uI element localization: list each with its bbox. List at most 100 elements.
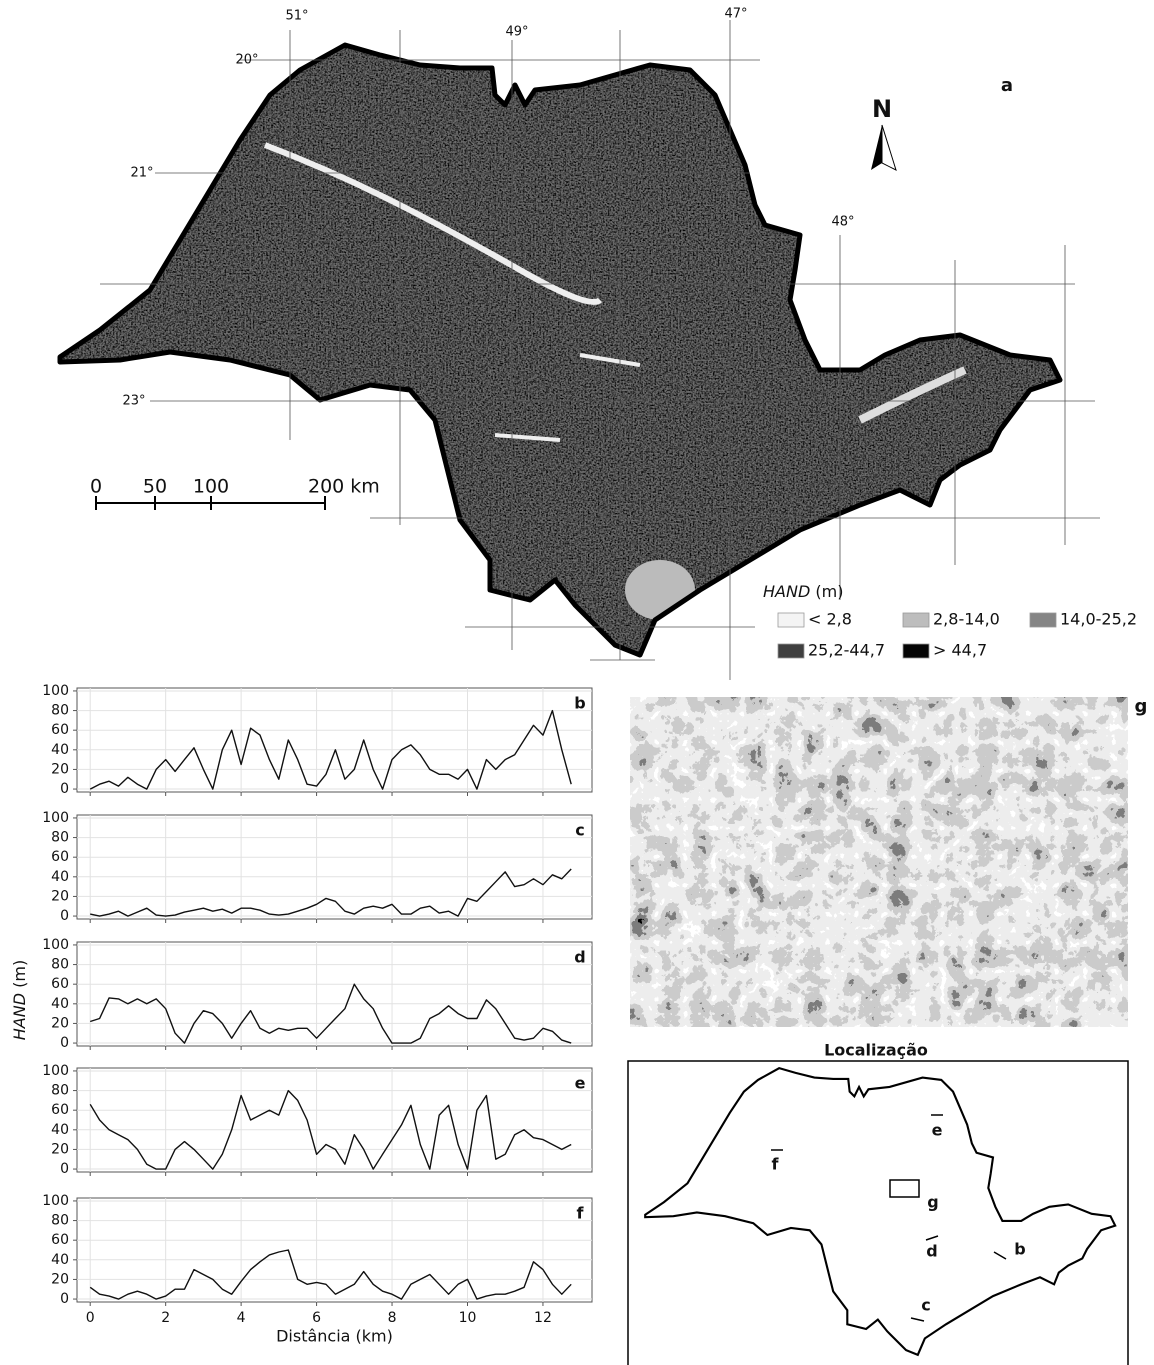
scale-bar <box>95 496 326 510</box>
y-tick-label: 60 <box>51 1102 69 1118</box>
plot-frame <box>76 1067 593 1173</box>
y-tick-label: 40 <box>51 996 69 1012</box>
lat-label: 23° <box>122 394 145 409</box>
lon-label: 47° <box>724 7 747 22</box>
y-tick-label: 0 <box>60 1035 69 1051</box>
y-tick-label: 80 <box>51 1213 69 1229</box>
legend-label: > 44,7 <box>933 641 987 660</box>
panel-letter: c <box>575 821 584 840</box>
legend-label: < 2,8 <box>808 610 852 629</box>
legend-label: 14,0-25,2 <box>1060 610 1137 629</box>
y-tick-label: 80 <box>51 1083 69 1099</box>
y-tick-label: 100 <box>42 1193 69 1209</box>
y-axis-label-var: HAND <box>10 993 29 1040</box>
y-axis-label-unit: (m) <box>10 960 29 988</box>
y-tick-label: 80 <box>51 830 69 846</box>
plot-frame <box>76 1197 593 1303</box>
panel-g-marker <box>889 1179 920 1198</box>
inset-label: f <box>772 1155 780 1174</box>
y-tick-label: 60 <box>51 849 69 865</box>
y-tick-label: 80 <box>51 957 69 973</box>
inset-frame <box>627 1060 1129 1365</box>
legend-swatch <box>1029 612 1057 628</box>
north-label: N <box>872 95 892 123</box>
y-tick-label: 20 <box>51 761 69 777</box>
x-tick-label: 4 <box>237 1310 246 1326</box>
panel-letter: d <box>574 948 585 967</box>
y-tick-label: 60 <box>51 976 69 992</box>
x-tick-label: 2 <box>161 1310 170 1326</box>
y-tick-label: 40 <box>51 742 69 758</box>
panel-letter: a <box>1001 75 1013 96</box>
scale-label: 100 <box>193 476 229 498</box>
panel-letter: e <box>575 1074 586 1093</box>
profile-markers <box>771 1114 1007 1322</box>
inset-label: e <box>932 1121 943 1140</box>
legend-swatch <box>902 643 930 659</box>
y-tick-label: 0 <box>60 1161 69 1177</box>
y-tick-label: 100 <box>42 683 69 699</box>
y-tick-label: 20 <box>51 1271 69 1287</box>
x-tick-label: 10 <box>459 1310 477 1326</box>
x-tick-label: 8 <box>388 1310 397 1326</box>
y-tick-label: 40 <box>51 1252 69 1268</box>
profile-line <box>89 1249 572 1300</box>
y-tick-label: 0 <box>60 908 69 924</box>
profile-line <box>89 1089 572 1170</box>
y-tick-label: 80 <box>51 703 69 719</box>
legend-title-unit: (m) <box>815 582 843 601</box>
legend-swatch <box>777 612 805 628</box>
legend: < 2,8 2,8-14,0 14,0-25,2 25,2-44,7 > 44,7 <box>777 610 1137 660</box>
profile-line <box>90 868 572 917</box>
legend-title-var: HAND <box>763 582 810 601</box>
y-tick-label: 100 <box>42 1063 69 1079</box>
y-tick-label: 40 <box>51 869 69 885</box>
x-tick-label: 0 <box>86 1310 95 1326</box>
y-tick-label: 100 <box>42 937 69 953</box>
legend-swatch <box>777 643 805 659</box>
y-tick-label: 20 <box>51 1141 69 1157</box>
y-tick-label: 20 <box>51 888 69 904</box>
profile-charts: 020406080100b020406080100c020406080100d0… <box>42 683 593 1346</box>
inset-label: b <box>1014 1240 1025 1259</box>
y-axis-label: HAND (m) <box>10 960 29 1040</box>
location-inset: Localização e f g d b c <box>627 1041 1129 1365</box>
plot-frame <box>76 941 593 1047</box>
inset-title: Localização <box>824 1041 928 1060</box>
lon-label: 49° <box>505 25 528 40</box>
plot-frame <box>76 814 593 920</box>
inset-label: c <box>921 1296 930 1315</box>
scale-label: 0 <box>90 476 102 498</box>
y-tick-label: 60 <box>51 722 69 738</box>
map-panel: 51° 49° 47° 48° 20° 21° 23° a N 0 50 100… <box>55 7 1137 680</box>
panel-letter: f <box>577 1204 585 1223</box>
north-arrow <box>871 125 882 170</box>
y-tick-label: 100 <box>42 810 69 826</box>
map-graticule <box>100 20 1100 680</box>
legend-title: HAND (m) <box>763 582 843 601</box>
inset-label: d <box>926 1242 937 1261</box>
profile-line <box>89 709 572 790</box>
legend-label: 25,2-44,7 <box>808 641 885 660</box>
legend-swatch <box>902 612 930 628</box>
x-tick-label: 12 <box>534 1310 552 1326</box>
x-tick-label: 6 <box>312 1310 321 1326</box>
inset-label: g <box>927 1193 938 1212</box>
panel-g: g <box>630 696 1147 1027</box>
lat-label: 20° <box>235 53 258 68</box>
y-tick-label: 60 <box>51 1232 69 1248</box>
north-arrow <box>881 124 897 171</box>
panel-letter: b <box>574 694 585 713</box>
plot-frame <box>76 687 593 793</box>
state-texture <box>60 45 1060 655</box>
y-tick-label: 0 <box>60 781 69 797</box>
x-axis-label: Distância (km) <box>276 1327 393 1346</box>
scale-label: 50 <box>143 476 167 498</box>
legend-label: 2,8-14,0 <box>933 610 1000 629</box>
lat-label: 21° <box>130 166 153 181</box>
profile-line <box>89 983 572 1044</box>
y-tick-label: 0 <box>60 1291 69 1307</box>
panel-letter: g <box>1135 696 1148 717</box>
